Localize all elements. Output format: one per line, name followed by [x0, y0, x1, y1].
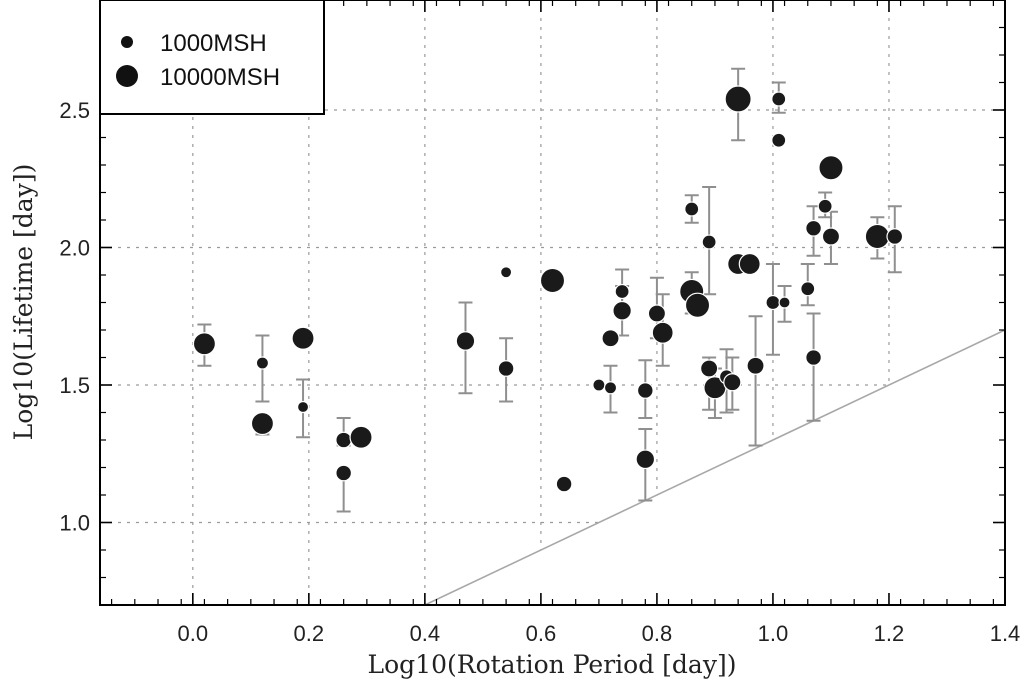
data-point: [800, 281, 816, 297]
data-point: [765, 294, 781, 311]
data-point: [684, 201, 700, 217]
data-point: [497, 360, 515, 377]
data-point: [592, 378, 606, 392]
y-tick-label: 1.0: [59, 511, 90, 536]
data-points: [192, 85, 904, 493]
x-tick-label: 0.8: [642, 621, 673, 646]
data-point: [601, 329, 620, 348]
data-point: [255, 356, 270, 370]
data-point: [724, 85, 752, 113]
y-tick-label: 2.0: [59, 236, 90, 261]
data-point: [636, 382, 654, 399]
y-axis-label: Log10(Lifetime [day]): [9, 164, 38, 441]
data-point: [701, 234, 717, 250]
excluded-region-boundary: [424, 329, 1005, 605]
data-point: [746, 356, 765, 375]
legend-label-small: 1000MSH: [160, 30, 267, 57]
x-tick-label: 1.4: [990, 621, 1020, 646]
x-tick-label: 1.2: [874, 621, 905, 646]
legend-marker-small: [121, 36, 133, 48]
data-point: [805, 219, 822, 237]
data-point: [250, 411, 275, 436]
data-point: [296, 400, 310, 414]
data-point: [817, 198, 833, 214]
data-point: [539, 267, 566, 294]
data-point: [778, 296, 791, 309]
x-tick-label: 0.2: [294, 621, 325, 646]
data-point: [614, 283, 630, 300]
data-point: [499, 266, 513, 279]
data-point: [700, 359, 719, 378]
data-point: [349, 425, 373, 449]
data-point: [771, 91, 787, 107]
data-point: [684, 292, 711, 318]
data-point: [738, 252, 761, 276]
data-point: [455, 331, 476, 351]
legend-box: [99, 0, 325, 115]
data-point: [805, 349, 822, 366]
x-tick-label: 0.6: [526, 621, 557, 646]
x-axis-label: Log10(Rotation Period [day]): [368, 650, 737, 679]
data-point: [771, 132, 787, 148]
data-point: [635, 449, 656, 470]
legend-marker-large: [116, 65, 138, 87]
legend: 1000MSH 10000MSH: [99, 0, 325, 115]
data-point: [555, 475, 573, 493]
data-point: [821, 227, 841, 246]
data-point: [192, 332, 217, 356]
data-point: [603, 381, 618, 395]
legend-label-large: 10000MSH: [160, 64, 280, 91]
y-tick-label: 2.5: [59, 98, 90, 123]
x-tick-label: 1.0: [758, 621, 789, 646]
x-tick-label: 0.0: [178, 621, 209, 646]
data-point: [335, 464, 353, 482]
data-point: [612, 300, 632, 321]
data-point: [886, 228, 904, 245]
data-point: [723, 373, 742, 392]
data-point: [864, 223, 891, 250]
data-point: [291, 326, 315, 350]
y-tick-label: 1.5: [59, 373, 90, 398]
excluded-region: [424, 329, 1005, 605]
data-point: [651, 321, 674, 344]
data-point: [647, 304, 667, 323]
data-point: [335, 431, 353, 449]
x-tick-label: 0.4: [410, 621, 441, 646]
data-point: [818, 155, 844, 181]
